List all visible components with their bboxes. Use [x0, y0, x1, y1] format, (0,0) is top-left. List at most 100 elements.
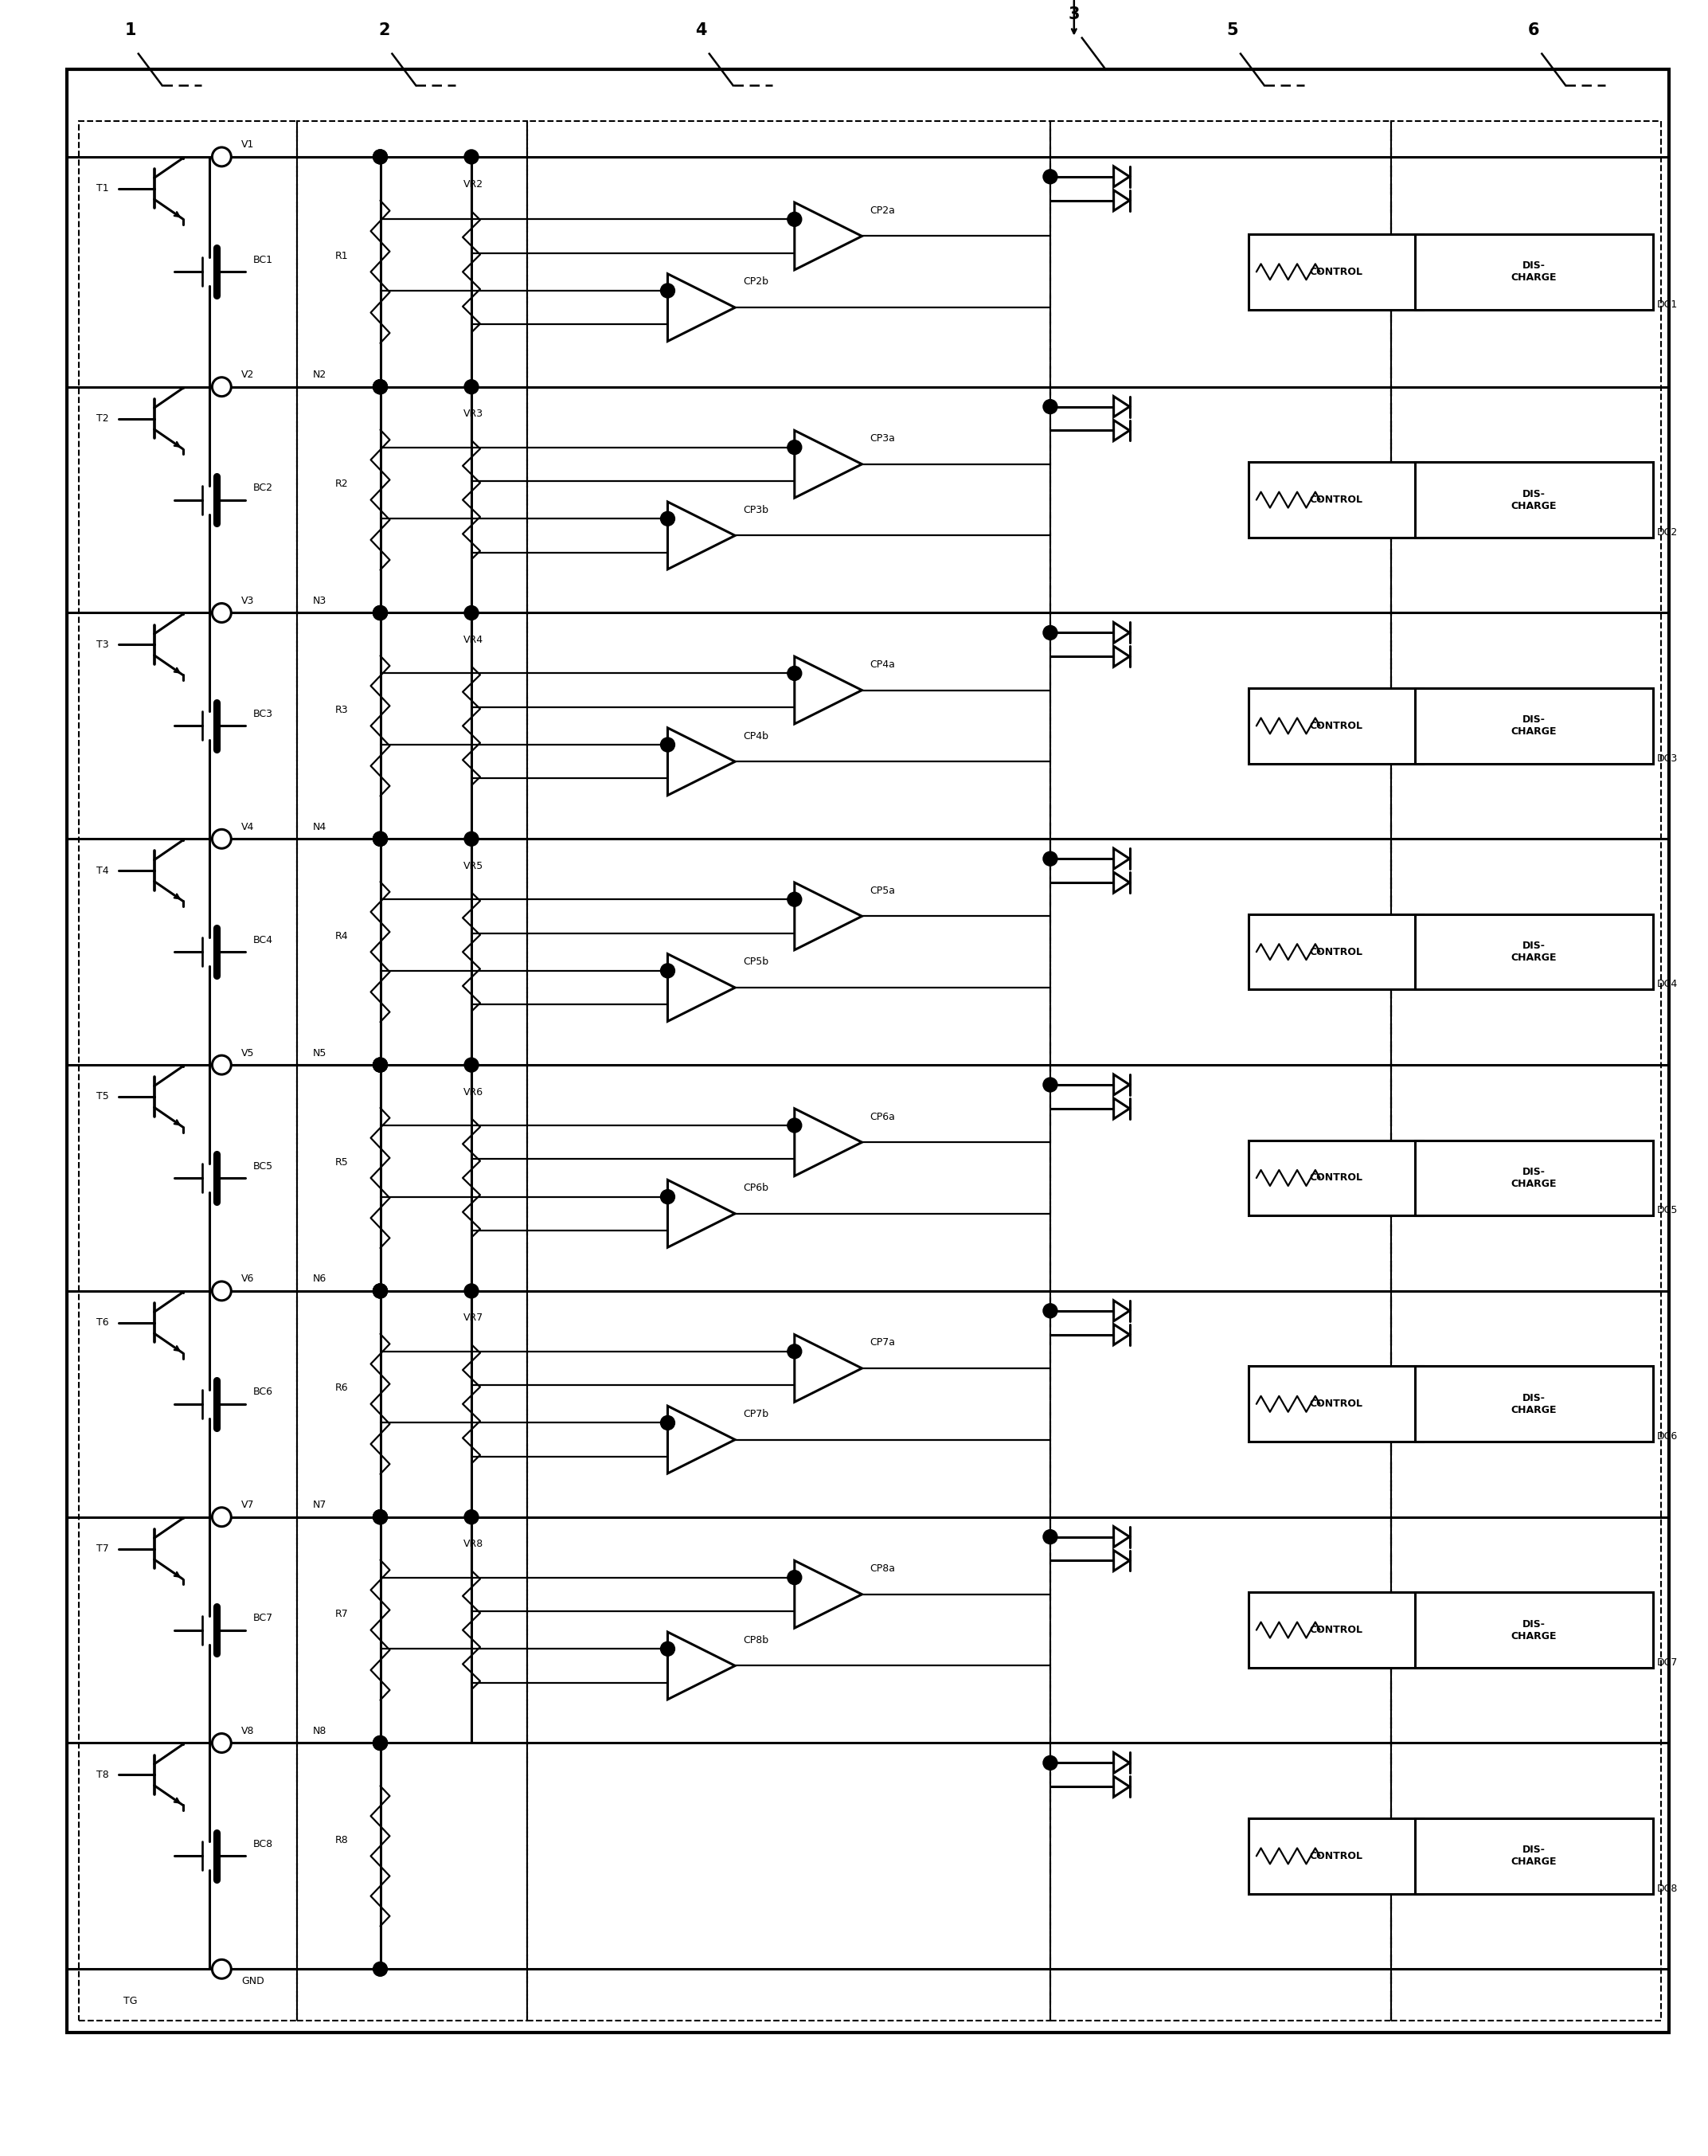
Text: DIS-
CHARGE: DIS- CHARGE [1512, 489, 1556, 511]
Circle shape [212, 1056, 231, 1074]
Text: LG1: LG1 [1262, 295, 1283, 304]
Text: N4: N4 [313, 821, 326, 832]
Text: GND: GND [241, 1975, 265, 1986]
Text: −: − [676, 1673, 683, 1684]
Text: BC6: BC6 [253, 1386, 273, 1397]
Text: DIS-
CHARGE: DIS- CHARGE [1512, 1846, 1556, 1867]
Text: T8: T8 [96, 1770, 109, 1781]
Text: V2: V2 [241, 371, 254, 379]
FancyBboxPatch shape [1414, 688, 1653, 763]
Text: CP6a: CP6a [869, 1112, 895, 1121]
Text: CP7b: CP7b [743, 1408, 769, 1419]
Polygon shape [668, 729, 734, 796]
Circle shape [212, 1960, 231, 1979]
Text: +: + [676, 517, 683, 528]
Text: N8: N8 [313, 1727, 326, 1736]
Text: TG: TG [123, 1996, 137, 2005]
Polygon shape [794, 431, 863, 498]
Text: DIS-
CHARGE: DIS- CHARGE [1512, 716, 1556, 737]
Polygon shape [794, 655, 863, 724]
Text: CP2a: CP2a [869, 205, 895, 216]
Circle shape [372, 1283, 388, 1298]
Circle shape [661, 511, 675, 526]
Circle shape [661, 1190, 675, 1203]
Circle shape [465, 149, 478, 164]
Text: V4: V4 [241, 821, 254, 832]
Circle shape [212, 604, 231, 623]
Text: VR4: VR4 [463, 634, 483, 645]
Circle shape [372, 1509, 388, 1524]
Text: −: − [676, 770, 683, 780]
Circle shape [1044, 1531, 1057, 1544]
Text: DIS-
CHARGE: DIS- CHARGE [1512, 1166, 1556, 1190]
FancyBboxPatch shape [1249, 235, 1423, 310]
Text: T2: T2 [96, 414, 109, 425]
Polygon shape [1114, 1097, 1129, 1119]
Text: +: + [803, 1350, 811, 1360]
Circle shape [787, 440, 801, 455]
Circle shape [465, 606, 478, 621]
Polygon shape [1114, 190, 1129, 211]
Polygon shape [794, 1108, 863, 1175]
Text: R7: R7 [335, 1608, 348, 1619]
Circle shape [661, 285, 675, 298]
Circle shape [661, 1641, 675, 1656]
Text: VR2: VR2 [463, 179, 483, 190]
Text: LG3: LG3 [1262, 748, 1283, 759]
Text: +: + [803, 671, 811, 681]
Circle shape [372, 1736, 388, 1751]
Polygon shape [668, 953, 734, 1022]
Text: BC2: BC2 [253, 483, 273, 494]
Circle shape [372, 1283, 388, 1298]
Text: BC7: BC7 [253, 1613, 273, 1623]
Text: CP4b: CP4b [743, 731, 769, 742]
Text: DC8: DC8 [1657, 1884, 1677, 1893]
Polygon shape [1114, 397, 1129, 416]
Text: CONTROL: CONTROL [1308, 1850, 1363, 1861]
Circle shape [372, 1059, 388, 1072]
Circle shape [372, 379, 388, 395]
Text: R5: R5 [335, 1158, 348, 1166]
Circle shape [372, 1509, 388, 1524]
FancyBboxPatch shape [1414, 461, 1653, 537]
Text: LG5: LG5 [1262, 1201, 1283, 1212]
Text: N5: N5 [313, 1048, 326, 1059]
Text: CP5a: CP5a [869, 886, 895, 895]
Circle shape [661, 1416, 675, 1429]
Text: CONTROL: CONTROL [1308, 267, 1363, 276]
Circle shape [787, 211, 801, 226]
Circle shape [372, 1962, 388, 1977]
Polygon shape [1114, 1550, 1129, 1572]
Circle shape [1044, 399, 1057, 414]
Text: BC3: BC3 [253, 709, 273, 720]
Circle shape [372, 1509, 388, 1524]
Circle shape [372, 149, 388, 164]
Text: 3: 3 [1068, 6, 1079, 22]
FancyBboxPatch shape [1414, 1367, 1653, 1442]
Text: +: + [676, 1647, 683, 1658]
Polygon shape [1114, 873, 1129, 893]
Text: N3: N3 [313, 595, 326, 606]
Circle shape [372, 832, 388, 845]
Circle shape [465, 379, 478, 395]
Circle shape [1044, 170, 1057, 183]
Polygon shape [1114, 849, 1129, 869]
Circle shape [1044, 1755, 1057, 1770]
Circle shape [372, 1736, 388, 1751]
Text: 4: 4 [695, 22, 707, 39]
Polygon shape [668, 502, 734, 569]
Text: LG2: LG2 [1262, 522, 1283, 533]
FancyBboxPatch shape [1249, 1593, 1423, 1669]
Circle shape [465, 1509, 478, 1524]
Circle shape [372, 379, 388, 395]
Text: T3: T3 [96, 640, 109, 649]
Text: BC5: BC5 [253, 1160, 273, 1171]
Circle shape [372, 149, 388, 164]
Text: −: − [803, 1602, 811, 1613]
Text: DC1: DC1 [1657, 300, 1677, 310]
Text: +: + [676, 744, 683, 752]
Text: T5: T5 [96, 1091, 109, 1102]
Polygon shape [668, 1179, 734, 1248]
FancyBboxPatch shape [1249, 914, 1423, 990]
Circle shape [1044, 1304, 1057, 1317]
